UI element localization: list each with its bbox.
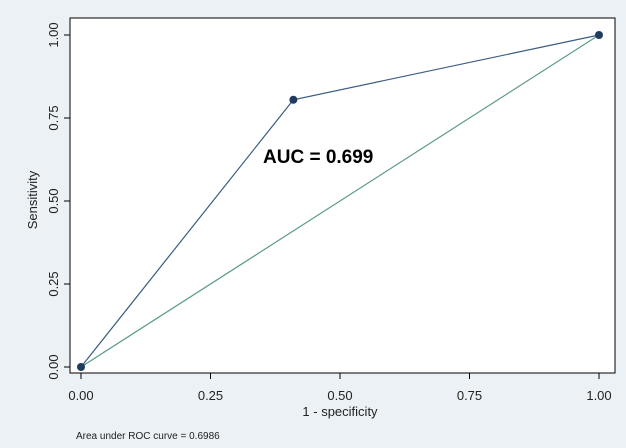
y-tick-label: 0.75 — [46, 105, 61, 130]
roc-point-marker — [289, 95, 298, 104]
roc-point-marker — [595, 31, 603, 39]
y-axis: 0.00 0.25 0.50 0.75 1.00 — [46, 22, 70, 380]
x-tick-label: 0.25 — [198, 388, 223, 403]
x-tick-label: 0.50 — [327, 388, 352, 403]
plot-area — [69, 17, 616, 374]
x-axis: 0.00 0.25 0.50 0.75 1.00 — [68, 373, 612, 403]
y-tick-label: 0.25 — [46, 271, 61, 296]
y-tick-label: 0.50 — [46, 188, 61, 213]
auc-footnote: Area under ROC curve = 0.6986 — [76, 431, 220, 442]
x-tick-label: 1.00 — [586, 388, 611, 403]
auc-annotation: AUC = 0.699 — [263, 147, 373, 168]
x-axis-title: 1 - specificity — [302, 404, 378, 419]
x-tick-label: 0.00 — [68, 388, 93, 403]
series-layer — [77, 31, 603, 371]
y-tick-label: 0.00 — [46, 354, 61, 379]
roc-point-marker — [77, 363, 85, 371]
y-tick-label: 1.00 — [46, 22, 61, 47]
y-axis-title: Sensitivity — [25, 170, 40, 229]
reference-diagonal-line — [80, 34, 600, 368]
x-tick-label: 0.75 — [457, 388, 482, 403]
